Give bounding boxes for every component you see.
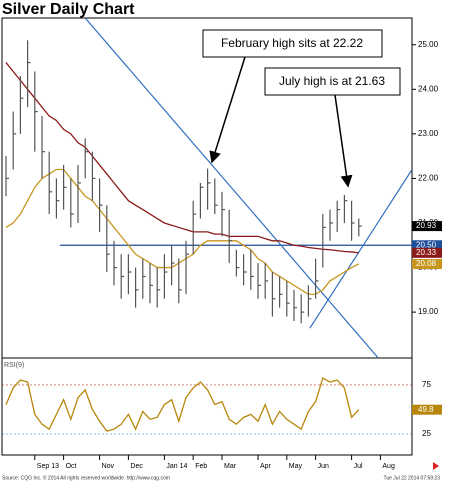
last-value-box <box>412 240 442 251</box>
y-tick-label: 25.00 <box>418 40 439 49</box>
chart-title: Silver Daily Chart <box>2 1 135 18</box>
y-tick-label: 19.00 <box>418 307 439 316</box>
moving-average <box>5 62 359 254</box>
source: Source: CQG Inc. © 2014 All rights reser… <box>2 474 170 481</box>
y-tick-label: 75 <box>422 380 431 389</box>
trendline <box>84 18 379 358</box>
plot-frame <box>1 17 413 456</box>
annotation: July high is at 21.63 <box>279 74 385 88</box>
x-tick-label: Oct <box>66 463 77 470</box>
x-tick-label: Mar <box>224 463 237 470</box>
last-value-label: 20.93 <box>416 221 437 230</box>
x-tick-label: Jan 14 <box>166 463 187 470</box>
annotation-box <box>202 29 383 58</box>
last-value-box <box>412 221 442 232</box>
y-tick-label: 22.00 <box>418 174 439 183</box>
x-tick-label: Feb <box>195 463 207 470</box>
x-tick-label: May <box>289 463 303 470</box>
moving-average <box>5 168 360 295</box>
x-tick-label: Jun <box>318 463 329 470</box>
last-value-box <box>412 404 442 415</box>
scroll-arrow <box>433 462 439 470</box>
last-value-box <box>412 258 442 269</box>
annotation-arrow <box>334 94 353 188</box>
x-tick-label: Sep 13 <box>37 463 59 470</box>
last-value-box <box>412 247 442 258</box>
y-tick-label: 24.00 <box>418 84 439 93</box>
x-tick-label: Jul <box>354 463 363 470</box>
annotation-box <box>264 67 401 96</box>
price-panel <box>5 18 412 358</box>
axes: 19.0020.0021.0022.0023.0024.0025.002575S… <box>34 40 442 470</box>
last-value-label: 49.8 <box>418 405 434 414</box>
last-value-label: 20.08 <box>416 259 437 268</box>
last-value-label: 20.50 <box>416 240 437 249</box>
timestamp: Tue Jul 22 2014 07:59:23 <box>383 475 440 481</box>
y-tick-label: 23.00 <box>418 129 439 138</box>
y-tick-label: 25 <box>422 429 431 438</box>
x-tick-label: Apr <box>260 463 272 470</box>
rsi-panel <box>2 377 412 435</box>
x-tick-label: Aug <box>382 463 395 470</box>
rsi-label: RSI(9) <box>4 362 24 369</box>
annotation: February high sits at 22.22 <box>221 36 363 50</box>
trendline <box>309 169 412 329</box>
x-tick-label: Dec <box>130 463 143 470</box>
x-tick-label: Nov <box>102 463 115 470</box>
annotation-arrow <box>209 56 246 164</box>
rsi-line <box>5 377 360 432</box>
last-value-label: 20.33 <box>416 248 437 257</box>
